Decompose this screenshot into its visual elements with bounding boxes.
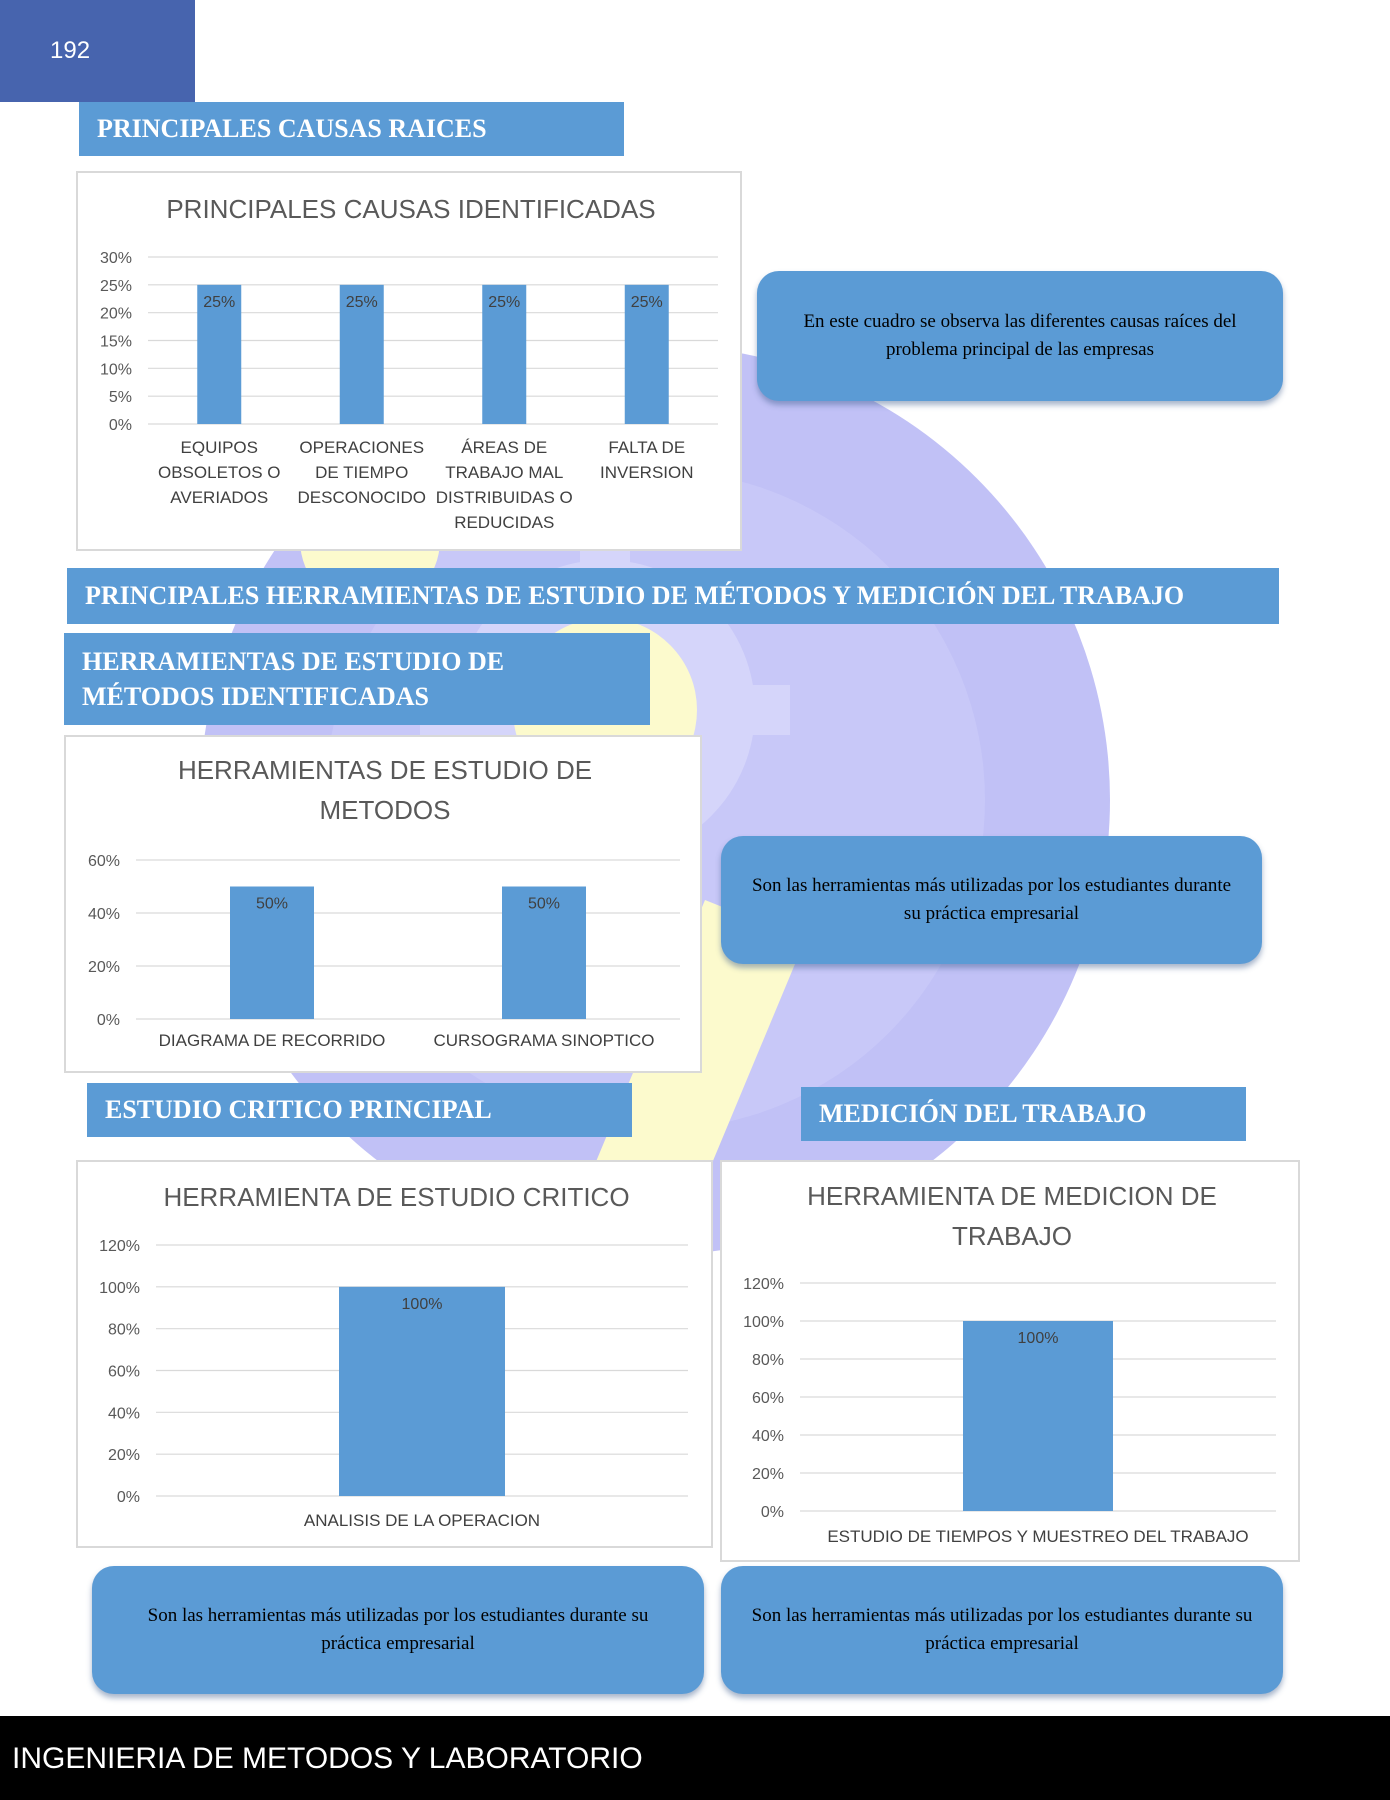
section-title-metodos: HERRAMIENTAS DE ESTUDIO DE MÉTODOS IDENT… [64,633,650,725]
category-label: OBSOLETOS O [158,463,281,482]
category-label: EQUIPOS [181,438,258,457]
y-tick-label: 40% [108,1405,140,1422]
y-tick-label: 80% [108,1322,140,1339]
category-label: ANALISIS DE LA OPERACION [304,1511,540,1530]
bar [339,284,384,424]
y-tick-label: 60% [752,1390,784,1407]
category-label: OPERACIONES [299,438,424,457]
y-tick-label: 120% [743,1276,784,1293]
y-tick-label: 0% [109,417,132,434]
chart-metodos: HERRAMIENTAS DE ESTUDIO DE METODOS 0% 20% 40… [64,735,702,1073]
y-tick-label: 120% [99,1238,140,1255]
chart-medicion: HERRAMIENTA DE MEDICION DE TRABAJO 0% 20% 40… [720,1160,1300,1562]
chart-causas: PRINCIPALES CAUSAS IDENTIFICADAS 0% 5% 10% 1… [76,171,742,551]
category-label: DESCONOCIDO [298,488,426,507]
data-label: 25% [346,294,378,311]
category-label: DIAGRAMA DE RECORRIDO [159,1031,386,1050]
y-tick-label: 100% [743,1314,784,1331]
y-tick-label: 0% [97,1012,120,1029]
category-label: ÁREAS DE [461,438,547,457]
y-tick-label: 10% [100,361,132,378]
footer-title: INGENIERIA DE METODOS Y LABORATORIO [0,1716,1390,1800]
section-title-causas: PRINCIPALES CAUSAS RAICES [79,102,624,156]
y-tick-label: 5% [109,389,132,406]
category-label: REDUCIDAS [454,513,554,532]
category-label: DISTRIBUIDAS O [436,488,573,507]
chart-title: HERRAMIENTA DE ESTUDIO CRITICO [163,1182,629,1212]
bar [482,284,527,424]
y-tick-label: 20% [108,1447,140,1464]
y-tick-label: 40% [88,906,120,923]
y-tick-label: 60% [88,853,120,870]
data-label: 50% [528,896,560,913]
page-number: 192 [0,0,195,102]
section-title-herramientas: PRINCIPALES HERRAMIENTAS DE ESTUDIO DE M… [67,568,1279,624]
y-tick-label: 15% [100,334,132,351]
y-tick-label: 20% [752,1466,784,1483]
data-label: 25% [631,294,663,311]
data-label: 100% [402,1296,443,1313]
category-label: ESTUDIO DE TIEMPOS Y MUESTREO DEL TRABAJ… [827,1527,1248,1546]
data-label: 25% [488,294,520,311]
data-label: 50% [256,896,288,913]
category-label: CURSOGRAMA SINOPTICO [433,1031,654,1050]
note-critico: Son las herramientas más utilizadas por … [92,1566,704,1694]
y-tick-label: 20% [100,306,132,323]
note-metodos: Son las herramientas más utilizadas por … [721,836,1262,964]
category-label: INVERSION [600,463,694,482]
chart-critico: HERRAMIENTA DE ESTUDIO CRITICO 0% 20% 40% 60… [76,1160,713,1548]
note-medicion: Son las herramientas más utilizadas por … [721,1566,1283,1694]
section-title-critico: ESTUDIO CRITICO PRINCIPAL [87,1083,632,1137]
chart-title: TRABAJO [952,1221,1072,1251]
chart-title: HERRAMIENTA DE MEDICION DE [807,1181,1217,1211]
y-tick-label: 100% [99,1280,140,1297]
data-label: 100% [1018,1330,1059,1347]
y-tick-label: 30% [100,250,132,267]
y-tick-label: 25% [100,278,132,295]
category-label: TRABAJO MAL [445,463,563,482]
y-tick-label: 0% [117,1489,140,1506]
data-label: 25% [203,294,235,311]
category-label: DE TIEMPO [315,463,408,482]
y-tick-label: 0% [761,1504,784,1521]
section-title-medicion: MEDICIÓN DEL TRABAJO [801,1087,1246,1141]
chart-title: HERRAMIENTAS DE ESTUDIO DE [178,755,592,785]
y-tick-label: 80% [752,1352,784,1369]
bar [339,1286,505,1496]
bar [963,1321,1113,1511]
y-tick-label: 40% [752,1428,784,1445]
category-label: FALTA DE [608,438,685,457]
bar [197,284,242,424]
chart-title: PRINCIPALES CAUSAS IDENTIFICADAS [166,194,655,224]
y-tick-label: 60% [108,1364,140,1381]
bar [230,886,314,1019]
chart-title: METODOS [320,795,451,825]
bar [624,284,669,424]
y-tick-label: 20% [88,959,120,976]
category-label: AVERIADOS [170,488,268,507]
bar [502,886,586,1019]
note-causas: En este cuadro se observa las diferentes… [757,271,1283,401]
